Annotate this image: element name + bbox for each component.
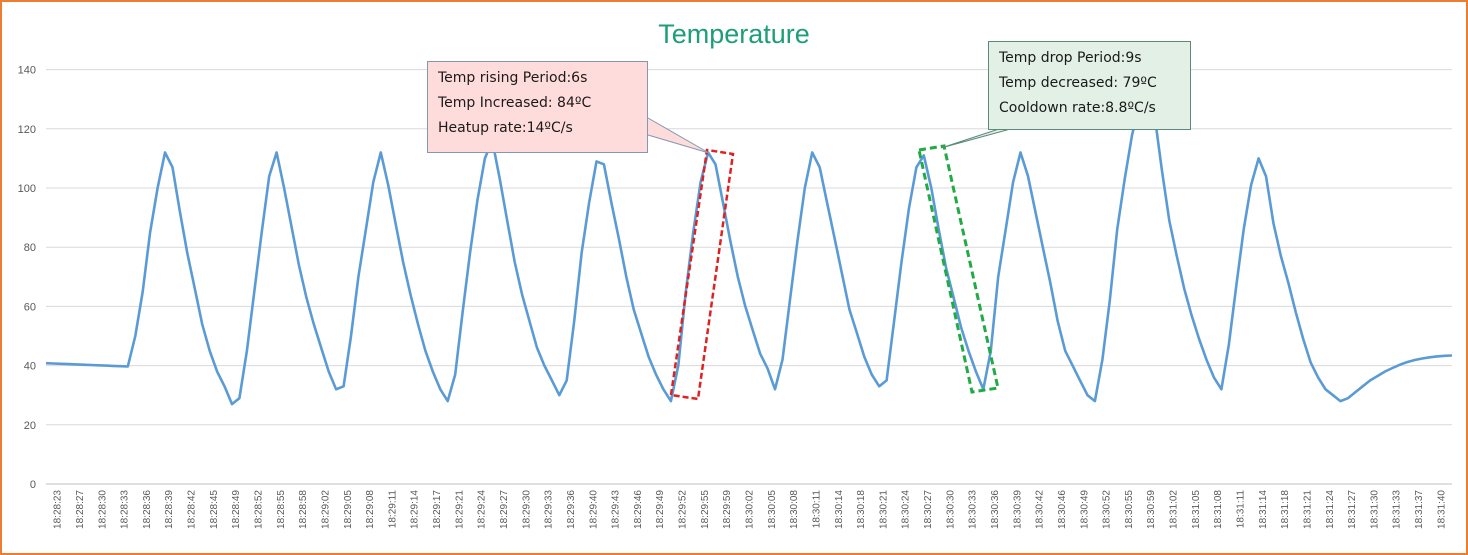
x-tick-label: 18:28:55 bbox=[276, 490, 287, 529]
x-tick-label: 18:31:08 bbox=[1213, 490, 1224, 529]
x-tick-label: 18:28:42 bbox=[187, 490, 198, 529]
y-axis: 0 20 40 60 80 100 120 140 bbox=[18, 65, 36, 491]
rise-annotation-line: Temp Increased: 84ºC bbox=[438, 95, 592, 111]
x-tick-label: 18:30:55 bbox=[1124, 490, 1135, 529]
x-tick-label: 18:28:33 bbox=[120, 490, 131, 529]
rise-callout-pointer bbox=[647, 117, 710, 154]
drop-callout-pointer bbox=[940, 127, 1015, 149]
x-tick-label: 18:30:39 bbox=[1012, 490, 1023, 529]
x-tick-label: 18:28:45 bbox=[209, 490, 220, 529]
x-tick-label: 18:30:08 bbox=[789, 490, 800, 529]
x-tick-label: 18:30:05 bbox=[767, 490, 778, 529]
x-tick-label: 18:30:52 bbox=[1102, 490, 1113, 529]
x-tick-label: 18:30:42 bbox=[1035, 490, 1046, 529]
x-axis: 18:28:23 18:28:27 18:28:30 18:28:33 18:28:36… bbox=[53, 490, 1448, 529]
x-tick-label: 18:31:37 bbox=[1414, 490, 1425, 529]
rise-annotation-line: Heatup rate:14ºC/s bbox=[438, 120, 573, 136]
x-tick-label: 18:28:27 bbox=[75, 490, 86, 529]
x-tick-label: 18:30:14 bbox=[834, 490, 845, 529]
drop-annotation: Temp drop Period:9s Temp decreased: 79ºC… bbox=[988, 41, 1191, 130]
x-tick-label: 18:28:49 bbox=[231, 490, 242, 529]
x-tick-label: 18:31:21 bbox=[1302, 490, 1313, 529]
y-tick-label: 120 bbox=[18, 124, 36, 136]
x-tick-label: 18:30:18 bbox=[856, 490, 867, 529]
x-tick-label: 18:29:49 bbox=[655, 490, 666, 529]
x-tick-label: 18:28:30 bbox=[97, 490, 108, 529]
x-tick-label: 18:29:33 bbox=[544, 490, 555, 529]
x-tick-label: 18:31:27 bbox=[1347, 490, 1358, 529]
drop-highlight-box bbox=[917, 144, 1000, 394]
x-tick-label: 18:30:02 bbox=[745, 490, 756, 529]
drop-annotation-line: Cooldown rate:8.8ºC/s bbox=[999, 100, 1156, 116]
x-tick-label: 18:31:40 bbox=[1436, 490, 1447, 529]
x-tick-label: 18:31:11 bbox=[1235, 490, 1246, 529]
x-tick-label: 18:29:55 bbox=[700, 490, 711, 529]
x-tick-label: 18:30:59 bbox=[1146, 490, 1157, 529]
x-tick-label: 18:31:24 bbox=[1325, 490, 1336, 529]
x-tick-label: 18:31:14 bbox=[1258, 490, 1269, 529]
x-tick-label: 18:31:30 bbox=[1369, 490, 1380, 529]
x-tick-label: 18:28:39 bbox=[164, 490, 175, 529]
x-tick-label: 18:31:33 bbox=[1392, 490, 1403, 529]
chart-title: Temperature bbox=[658, 19, 810, 49]
x-tick-label: 18:30:11 bbox=[811, 490, 822, 529]
y-tick-label: 140 bbox=[18, 65, 36, 77]
x-tick-label: 18:29:36 bbox=[566, 490, 577, 529]
x-tick-label: 18:29:30 bbox=[521, 490, 532, 529]
x-tick-label: 18:29:24 bbox=[477, 490, 488, 529]
drop-annotation-line: Temp decreased: 79ºC bbox=[999, 75, 1157, 91]
drop-annotation-line: Temp drop Period:9s bbox=[999, 50, 1142, 66]
x-tick-label: 18:29:21 bbox=[454, 490, 465, 529]
x-tick-label: 18:30:49 bbox=[1079, 490, 1090, 529]
x-tick-label: 18:29:11 bbox=[387, 490, 398, 529]
x-tick-label: 18:29:08 bbox=[365, 490, 376, 529]
x-tick-label: 18:31:05 bbox=[1191, 490, 1202, 529]
x-tick-label: 18:29:59 bbox=[722, 490, 733, 529]
x-tick-label: 18:29:02 bbox=[320, 490, 331, 529]
x-tick-label: 18:28:23 bbox=[53, 490, 64, 529]
rise-highlight-box bbox=[669, 148, 735, 401]
rise-annotation: Temp rising Period:6s Temp Increased: 84… bbox=[427, 61, 648, 153]
x-tick-label: 18:30:24 bbox=[901, 490, 912, 529]
x-tick-label: 18:29:14 bbox=[410, 490, 421, 529]
x-tick-label: 18:29:46 bbox=[633, 490, 644, 529]
x-tick-label: 18:30:36 bbox=[990, 490, 1001, 529]
x-tick-label: 18:30:33 bbox=[968, 490, 979, 529]
x-tick-label: 18:30:30 bbox=[945, 490, 956, 529]
y-tick-label: 80 bbox=[24, 242, 36, 254]
x-tick-label: 18:28:36 bbox=[142, 490, 153, 529]
x-tick-label: 18:29:17 bbox=[432, 490, 443, 529]
x-tick-label: 18:30:46 bbox=[1057, 490, 1068, 529]
x-tick-label: 18:29:40 bbox=[588, 490, 599, 529]
y-tick-label: 0 bbox=[30, 479, 36, 491]
x-tick-label: 18:28:58 bbox=[298, 490, 309, 529]
y-tick-label: 100 bbox=[18, 183, 36, 195]
x-tick-label: 18:29:43 bbox=[611, 490, 622, 529]
x-tick-label: 18:29:05 bbox=[343, 490, 354, 529]
x-tick-label: 18:30:21 bbox=[878, 490, 889, 529]
series-line bbox=[45, 86, 1453, 406]
gridlines bbox=[46, 69, 1452, 485]
y-tick-label: 60 bbox=[24, 301, 36, 313]
x-tick-label: 18:29:27 bbox=[499, 490, 510, 529]
x-tick-label: 18:29:52 bbox=[678, 490, 689, 529]
x-tick-label: 18:28:52 bbox=[254, 490, 265, 529]
x-tick-label: 18:31:02 bbox=[1169, 490, 1180, 529]
y-tick-label: 40 bbox=[24, 361, 36, 373]
x-tick-label: 18:31:18 bbox=[1280, 490, 1291, 529]
x-tick-label: 18:30:27 bbox=[923, 490, 934, 529]
y-tick-label: 20 bbox=[24, 420, 36, 432]
rise-annotation-line: Temp rising Period:6s bbox=[438, 70, 588, 86]
